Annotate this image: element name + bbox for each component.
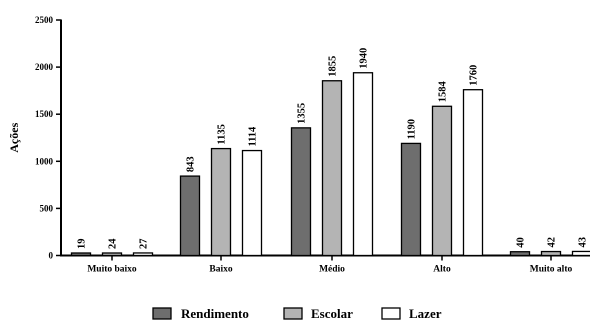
bar: [101, 252, 123, 257]
data-label: 42: [547, 237, 558, 248]
data-label: 1584: [438, 81, 449, 103]
legend-swatch: [283, 307, 303, 320]
data-label: 843: [186, 156, 197, 172]
y-tick-label: 2000: [35, 62, 54, 72]
bar: [210, 147, 232, 257]
bar: [431, 105, 453, 257]
y-tick-label: 2500: [35, 15, 54, 25]
y-tick-label: 1500: [35, 109, 54, 119]
bar: [571, 250, 590, 257]
bars: [70, 72, 590, 257]
bar: [321, 80, 343, 257]
data-label: 1135: [217, 124, 228, 144]
legend: Rendimento Escolar Lazer: [152, 306, 442, 321]
y-axis: 0 500 1000 1500 2000 2500 Ações: [7, 15, 62, 261]
data-label: 1760: [469, 65, 480, 86]
data-label: 1940: [359, 48, 370, 69]
data-label: 1855: [328, 56, 339, 77]
legend-label: Escolar: [311, 306, 353, 321]
x-category-label: Médio: [319, 265, 345, 275]
data-label: 1190: [407, 119, 418, 139]
x-category-label: Muito alto: [530, 265, 573, 275]
bar: [540, 250, 562, 257]
y-tick-label: 0: [49, 251, 54, 261]
x-category-label: Muito baixo: [87, 265, 137, 275]
data-label: 19: [77, 239, 88, 250]
x-axis: Muito baixo Baixo Médio Alto Muito alto: [60, 254, 590, 275]
data-label: 1355: [297, 103, 308, 124]
legend-swatch: [152, 307, 172, 320]
bar: [290, 127, 312, 257]
data-label: 1114: [248, 126, 259, 147]
legend-label: Lazer: [409, 306, 442, 321]
bar: [132, 252, 154, 257]
bar: [70, 252, 92, 257]
bar: [462, 89, 484, 257]
legend-label: Rendimento: [181, 306, 249, 321]
bar: [241, 149, 263, 257]
x-category-label: Baixo: [209, 265, 232, 275]
data-label: 27: [139, 238, 150, 249]
y-tick-label: 500: [40, 203, 54, 213]
bar: [352, 72, 374, 257]
bar: [179, 175, 201, 257]
y-axis-title: Ações: [7, 122, 21, 152]
bar: [509, 251, 531, 257]
legend-swatch: [381, 307, 401, 320]
bar: [400, 142, 422, 257]
data-label: 40: [516, 237, 527, 248]
data-labels: 19 843 1355 1190 40 24 1135 1855 1584 42 27 1114 194…: [77, 48, 589, 249]
x-category-label: Alto: [433, 265, 451, 275]
data-label: 43: [578, 237, 589, 248]
y-tick-label: 1000: [35, 156, 54, 166]
data-label: 24: [108, 238, 119, 249]
